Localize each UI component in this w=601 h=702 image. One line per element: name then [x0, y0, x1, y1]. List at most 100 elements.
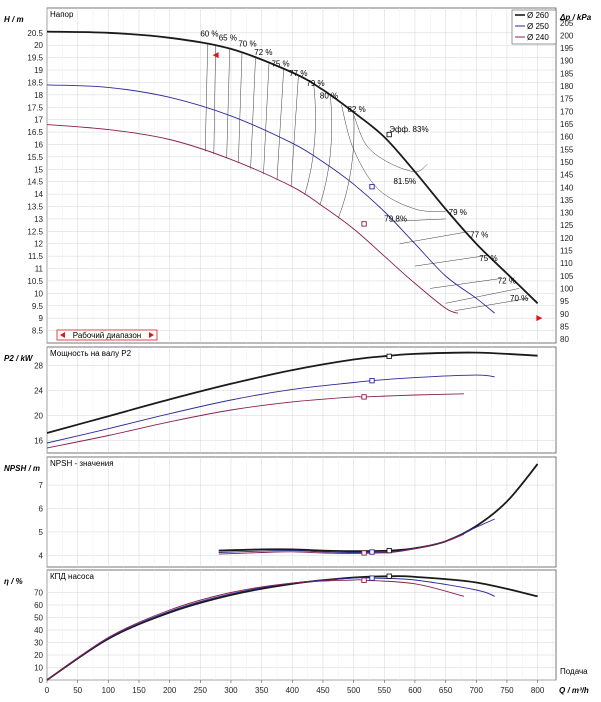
- duty-point: [369, 184, 375, 190]
- x-tick-label: 500: [347, 686, 361, 695]
- y-tick-label: 20: [34, 412, 43, 421]
- iso-efficiency-line: [226, 48, 230, 159]
- y-tick-label: 15: [34, 165, 43, 174]
- y-tick-label: 12: [34, 240, 43, 249]
- y2-tick-label: 110: [560, 259, 573, 268]
- y2-tick-label: 135: [560, 196, 574, 205]
- panel-title: Напор: [50, 10, 74, 19]
- iso-efficiency-line: [250, 57, 256, 169]
- iso-efficiency-line: [338, 111, 355, 219]
- y2-tick-label: 80: [560, 335, 569, 344]
- duty-point: [361, 221, 367, 227]
- y2-tick-label: 180: [560, 82, 574, 91]
- y2-tick-label: 150: [560, 158, 574, 167]
- panel-frame-efficiency: [46, 569, 557, 681]
- label-layer: 8.5 9 9.5 10 10.5 11 11.5 12 12.5 13 13.5 14 14.5 15 1…: [4, 9, 592, 695]
- series-line-power: [46, 374, 495, 444]
- legend-entry: Ø 250: [527, 22, 549, 31]
- iso-efficiency-line: [290, 75, 299, 187]
- duty-point: [369, 549, 375, 555]
- y2-tick-label: 145: [560, 171, 574, 180]
- y2-tick-label: 160: [560, 133, 574, 142]
- efficiency-label: 70 %: [238, 39, 256, 48]
- y-tick-label: 20.5: [27, 29, 43, 38]
- iso-efficiency-line: [276, 68, 284, 181]
- x-axis-right-label: Подача: [560, 667, 588, 676]
- y2-tick-label: 170: [560, 107, 574, 116]
- y2-tick-label: 95: [560, 297, 569, 306]
- y-tick-label: 70: [34, 589, 43, 598]
- efficiency-label: 77 %: [289, 69, 307, 78]
- y2-tick-label: 155: [560, 145, 574, 154]
- iso-efficiency-line: [353, 114, 428, 173]
- y-tick-label: 13: [34, 215, 43, 224]
- x-axis-title: Q / m³/h: [559, 686, 589, 695]
- y2-tick-label: 185: [560, 69, 574, 78]
- y-tick-label: 16: [34, 140, 43, 149]
- y-tick-label: 20: [34, 651, 43, 660]
- panel-frame-npsh: [46, 456, 557, 568]
- y-axis-title: NPSH / m: [4, 464, 40, 473]
- duty-point: [369, 378, 375, 384]
- x-tick-label: 150: [132, 686, 146, 695]
- iso-efficiency-line: [454, 298, 529, 311]
- x-tick-label: 0: [45, 686, 50, 695]
- duty-point: [386, 573, 392, 579]
- y2-axis-title: Δp / kPa: [559, 13, 592, 22]
- iso-efficiency-layer: [204, 44, 529, 311]
- operating-range-arrow-left: [60, 332, 65, 338]
- iso-efficiency-line: [304, 84, 316, 196]
- y-tick-label: 10: [34, 289, 43, 298]
- y-tick-label: 5: [39, 528, 44, 537]
- y2-tick-label: 165: [560, 120, 574, 129]
- iso-efficiency-line: [263, 63, 270, 175]
- x-tick-label: 100: [102, 686, 116, 695]
- efficiency-label: 72 %: [254, 48, 272, 57]
- y2-tick-label: 120: [560, 234, 574, 243]
- series-layer: [46, 30, 539, 681]
- y2-tick-label: 85: [560, 322, 569, 331]
- y-tick-label: 17.5: [27, 103, 43, 112]
- y2-tick-label: 175: [560, 95, 574, 104]
- y-axis-title: H / m: [4, 15, 24, 24]
- operating-range-marker-right: [536, 315, 543, 322]
- panel-title: NPSH - значения: [50, 459, 114, 468]
- y-axis-title: P2 / kW: [4, 354, 34, 363]
- iso-efficiency-line: [319, 94, 332, 206]
- y2-tick-label: 105: [560, 272, 574, 281]
- y2-tick-label: 115: [560, 247, 573, 256]
- y-tick-label: 50: [34, 614, 43, 623]
- panel-title: Мощность на валу P2: [50, 349, 132, 358]
- y2-tick-label: 190: [560, 57, 574, 66]
- y-tick-label: 9: [39, 314, 44, 323]
- series-line-head: [46, 30, 539, 304]
- y2-tick-label: 130: [560, 209, 574, 218]
- series-line-head: [46, 84, 495, 314]
- duty-point: [369, 575, 375, 581]
- y2-tick-label: 125: [560, 221, 574, 230]
- efficiency-label: 79.8%: [384, 214, 407, 223]
- efficiency-label: 65 %: [219, 33, 237, 42]
- x-tick-label: 700: [470, 686, 484, 695]
- iso-efficiency-line: [414, 255, 483, 267]
- iso-efficiency-line: [213, 45, 216, 155]
- y-tick-label: 28: [34, 362, 43, 371]
- y2-tick-label: 90: [560, 310, 569, 319]
- y-tick-label: 14.5: [27, 178, 43, 187]
- efficiency-label: 79 %: [306, 79, 324, 88]
- y-tick-label: 15.5: [27, 153, 43, 162]
- y2-tick-label: 195: [560, 44, 574, 53]
- y-tick-label: 6: [39, 504, 44, 513]
- iso-efficiency-line: [341, 104, 446, 212]
- x-tick-label: 550: [378, 686, 392, 695]
- duty-point: [386, 353, 392, 360]
- operating-range-box: [56, 329, 158, 341]
- x-tick-label: 650: [439, 686, 453, 695]
- iso-efficiency-line: [430, 278, 501, 289]
- efficiency-label: 80 %: [320, 92, 338, 101]
- series-line-efficiency: [46, 577, 495, 681]
- y2-tick-label: 200: [560, 31, 574, 40]
- iso-efficiency-line: [238, 52, 243, 164]
- y-tick-label: 40: [34, 626, 43, 635]
